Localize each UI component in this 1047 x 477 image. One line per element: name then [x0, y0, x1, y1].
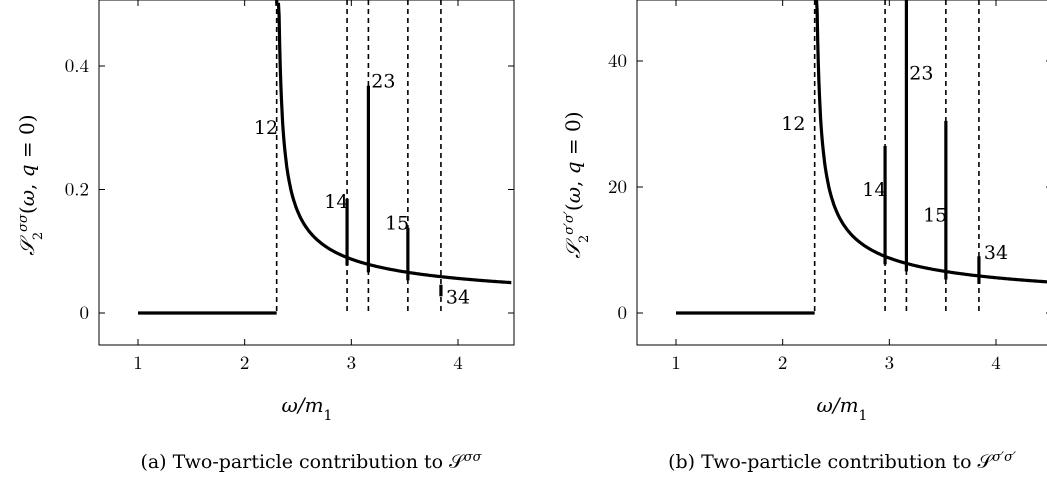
x-tick-label: 4	[453, 348, 463, 375]
x-tick-label: 1	[133, 348, 143, 375]
threshold-label-14: 14	[324, 191, 348, 213]
caption-a: (a) Two-particle contribution to 𝒮σσ	[140, 450, 482, 474]
threshold-label-14: 14	[862, 179, 886, 201]
plot-frame-b	[636, 0, 1047, 346]
threshold-label-15: 15	[923, 204, 947, 226]
x-tick-label: 1	[671, 348, 681, 375]
threshold-label-23: 23	[909, 63, 933, 85]
y-tick-label: 40	[608, 46, 627, 73]
x-tick-label: 3	[885, 348, 895, 375]
plot-frame-a	[98, 0, 515, 346]
y-tick-label: 20	[608, 172, 627, 199]
y-axis-label-a: 𝒮2σσ(ω, q = 0)	[15, 114, 46, 255]
x-tick-label: 4	[991, 348, 1001, 375]
series-curve	[275, 0, 512, 285]
x-tick-label: 2	[240, 348, 250, 375]
x-tick-label: 3	[347, 348, 357, 375]
threshold-label-23: 23	[371, 70, 395, 92]
y-tick-label: 0.4	[65, 51, 89, 78]
threshold-label-34: 34	[446, 287, 470, 309]
threshold-label-15: 15	[385, 212, 409, 234]
x-tick-label: 2	[778, 348, 788, 375]
y-tick-label: 0	[79, 298, 89, 325]
threshold-label-12: 12	[254, 117, 278, 139]
y-tick-label: 0.2	[65, 175, 89, 202]
y-tick-label: 0	[617, 298, 627, 325]
caption-b: (b) Two-particle contribution to 𝒮σ′σ′	[668, 450, 1016, 474]
series-curve	[814, 0, 1047, 284]
y-axis-label-b: 𝒮2σ′σ′(ω, q = 0)	[561, 111, 592, 258]
threshold-label-34: 34	[984, 242, 1008, 264]
x-axis-label-b: ω/m1	[817, 393, 868, 424]
threshold-label-12: 12	[781, 113, 805, 135]
x-axis-label-a: ω/m1	[282, 393, 333, 424]
